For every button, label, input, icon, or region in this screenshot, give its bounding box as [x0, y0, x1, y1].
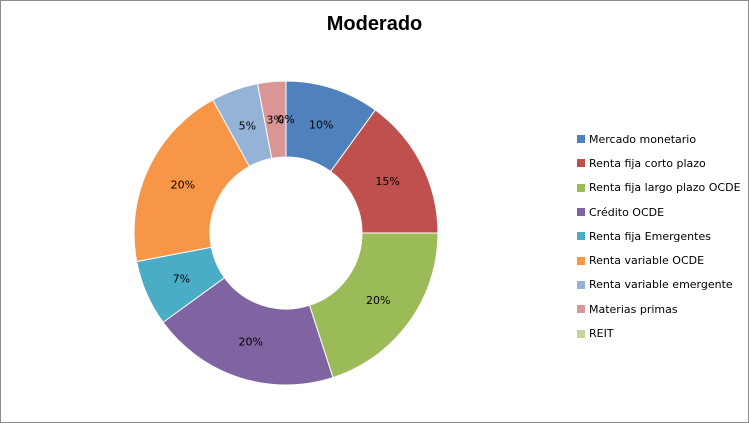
legend-label: REIT — [589, 327, 614, 341]
data-label-2: 20% — [366, 294, 390, 307]
data-label-0: 10% — [309, 119, 333, 132]
legend-swatch — [577, 208, 585, 217]
legend-swatch — [577, 280, 585, 289]
slice-3 — [162, 276, 334, 386]
legend-swatch — [577, 305, 585, 314]
legend-swatch — [577, 232, 585, 241]
legend-label: Renta variable emergente — [589, 278, 733, 292]
legend-item-3: Crédito OCDE — [577, 200, 741, 224]
data-label-5: 20% — [171, 178, 195, 191]
legend-label: Renta fija corto plazo — [589, 156, 706, 170]
legend-swatch — [577, 135, 585, 144]
legend-item-1: Renta fija corto plazo — [577, 151, 741, 175]
legend-label: Mercado monetario — [589, 132, 697, 146]
legend: Mercado monetario Renta fija corto plazo R… — [577, 127, 741, 346]
data-label-4: 7% — [173, 272, 190, 285]
data-label-6: 5% — [239, 120, 256, 133]
legend-item-0: Mercado monetario — [577, 127, 741, 151]
legend-item-2: Renta fija largo plazo OCDE — [577, 176, 741, 200]
legend-item-7: Materias primas — [577, 297, 741, 321]
legend-label: Renta fija largo plazo OCDE — [589, 181, 741, 195]
slice-7 — [256, 80, 287, 159]
legend-item-4: Renta fija Emergentes — [577, 224, 741, 248]
legend-item-5: Renta variable OCDE — [577, 248, 741, 272]
chart-title: Moderado — [326, 13, 423, 35]
slice-2 — [308, 232, 439, 379]
legend-label: Crédito OCDE — [589, 205, 665, 219]
data-label-8: 0% — [277, 113, 294, 126]
legend-swatch — [577, 256, 585, 265]
legend-item-6: Renta variable emergente — [577, 273, 741, 297]
data-label-1: 15% — [375, 175, 399, 188]
legend-item-8: REIT — [577, 321, 741, 345]
legend-label: Renta fija Emergentes — [589, 229, 711, 243]
data-label-3: 20% — [239, 335, 263, 348]
legend-label: Materias primas — [589, 302, 678, 316]
legend-label: Renta variable OCDE — [589, 254, 705, 268]
slice-5 — [133, 99, 251, 263]
data-label-7: 3% — [267, 114, 284, 127]
legend-swatch — [577, 183, 585, 192]
legend-swatch — [577, 329, 585, 338]
legend-swatch — [577, 159, 585, 168]
